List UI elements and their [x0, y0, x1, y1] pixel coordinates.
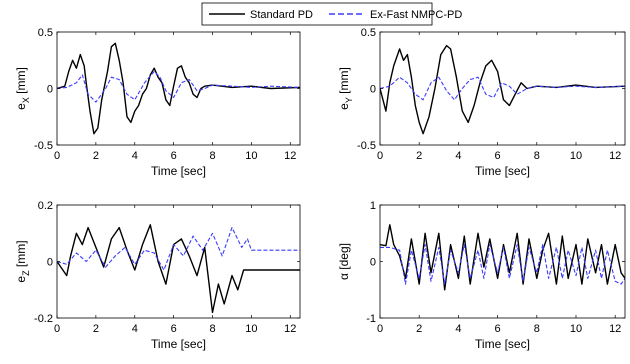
series-line-standard-pd [380, 44, 625, 135]
y-axis-label-main: α [337, 273, 351, 280]
series-line-ex-fast-nmpc-pd [57, 70, 300, 103]
x-tick-label: 6 [495, 323, 501, 335]
series-line-ex-fast-nmpc-pd [57, 227, 300, 271]
x-tick-label: 2 [416, 323, 422, 335]
x-axis-label: Time [sec] [475, 337, 530, 351]
plot-frame [56, 204, 301, 319]
series-line-ex-fast-nmpc-pd [380, 76, 625, 101]
y-tick-label: -1 [366, 313, 376, 325]
x-tick-label: 0 [54, 323, 60, 335]
y-axis-label-subscript: X [21, 97, 31, 103]
y-axis-label: eX [mm] [14, 67, 31, 110]
legend-box [201, 2, 433, 26]
y-tick-label: 1 [370, 200, 376, 212]
x-tick-label: 4 [455, 323, 461, 335]
legend: Standard PD Ex-Fast NMPC-PD [201, 2, 462, 26]
y-tick-label: -0.5 [34, 140, 53, 152]
x-axis-label: Time [sec] [151, 164, 206, 178]
y-axis-label: eY [mm] [337, 67, 354, 110]
x-tick-label: 10 [570, 323, 582, 335]
x-tick-label: 10 [245, 323, 257, 335]
plot-frame [379, 204, 626, 319]
series-line-ex-fast-nmpc-pd [380, 244, 625, 285]
y-axis-label-unit: [deg] [337, 243, 351, 273]
x-tick-label: 6 [171, 150, 177, 162]
x-tick-label: 2 [416, 150, 422, 162]
x-tick-label: 4 [132, 323, 138, 335]
x-tick-label: 4 [132, 150, 138, 162]
series-line-standard-pd [57, 42, 300, 135]
x-axis-label: Time [sec] [151, 337, 206, 351]
legend-label-ex-fast-nmpc-pd: Ex-Fast NMPC-PD [370, 9, 462, 21]
y-tick-label: -0.5 [357, 140, 376, 152]
x-tick-label: 2 [93, 150, 99, 162]
x-tick-label: 12 [609, 323, 621, 335]
y-axis-label-subscript: Z [21, 270, 31, 276]
y-axis-label-subscript: Y [344, 97, 354, 103]
y-axis-label-main: e [14, 276, 28, 283]
x-tick-label: 8 [534, 323, 540, 335]
y-axis-label-main: e [337, 103, 351, 110]
x-tick-label: 12 [284, 323, 296, 335]
x-tick-label: 0 [54, 150, 60, 162]
y-axis-label-main: e [14, 103, 28, 110]
x-tick-label: 12 [284, 150, 296, 162]
y-tick-label: 0.2 [38, 200, 53, 212]
y-tick-label: 0.5 [38, 27, 53, 39]
y-axis-label-unit: [mm] [14, 240, 28, 270]
x-tick-label: 4 [455, 150, 461, 162]
x-tick-label: 2 [93, 323, 99, 335]
x-tick-label: 6 [495, 150, 501, 162]
y-tick-label: 0 [47, 257, 53, 269]
y-tick-label: 0 [370, 257, 376, 269]
x-tick-label: 12 [609, 150, 621, 162]
x-tick-label: 0 [377, 150, 383, 162]
legend-label-standard-pd: Standard PD [250, 9, 313, 21]
y-axis-label-unit: [mm] [14, 67, 28, 97]
series-line-standard-pd [380, 224, 625, 291]
y-axis-label: α [deg] [337, 243, 351, 280]
y-axis-label: eZ [mm] [14, 240, 31, 282]
y-tick-label: -0.2 [34, 313, 53, 325]
y-tick-label: 0 [370, 84, 376, 96]
x-tick-label: 0 [377, 323, 383, 335]
series-line-standard-pd [57, 224, 300, 314]
plot-frame [379, 31, 626, 146]
y-axis-label-unit: [mm] [337, 67, 351, 97]
x-tick-label: 10 [245, 150, 257, 162]
y-tick-label: 0.5 [361, 27, 376, 39]
x-tick-label: 8 [534, 150, 540, 162]
x-tick-label: 8 [209, 323, 215, 335]
x-tick-label: 8 [209, 150, 215, 162]
x-axis-label: Time [sec] [475, 164, 530, 178]
x-tick-label: 10 [570, 150, 582, 162]
x-tick-label: 6 [171, 323, 177, 335]
y-tick-label: 0 [47, 84, 53, 96]
